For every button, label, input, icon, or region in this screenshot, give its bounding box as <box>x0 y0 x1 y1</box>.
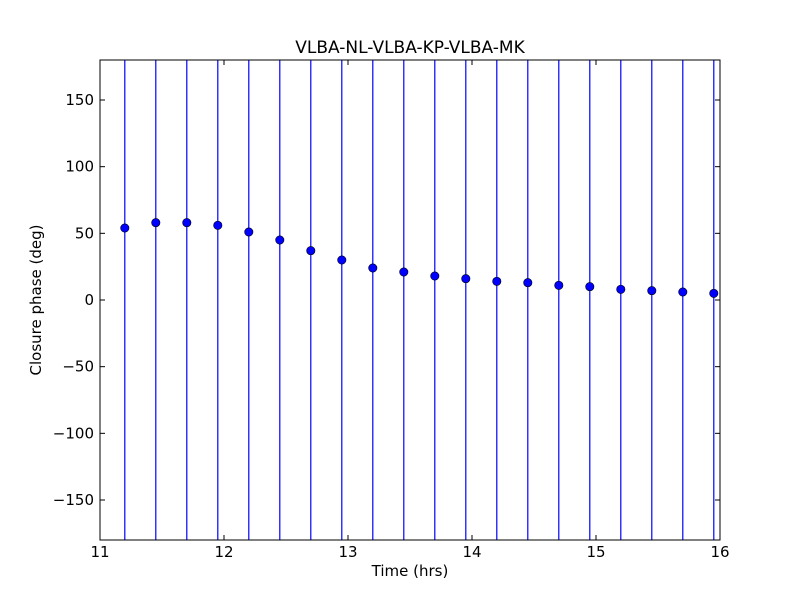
y-tick-label: 100 <box>65 158 94 176</box>
data-point <box>182 218 192 228</box>
data-point <box>709 288 719 298</box>
x-tick-label: 16 <box>710 543 729 561</box>
data-point <box>585 282 595 292</box>
y-tick-label: 0 <box>84 291 94 309</box>
data-point <box>647 286 657 296</box>
data-point <box>554 280 564 290</box>
data-point <box>120 223 130 233</box>
data-point <box>399 267 409 277</box>
data-point <box>306 246 316 256</box>
data-point <box>523 278 533 288</box>
x-tick-label: 13 <box>338 543 357 561</box>
x-tick-label: 14 <box>462 543 481 561</box>
x-tick-label: 12 <box>214 543 233 561</box>
data-point <box>616 284 626 294</box>
data-point <box>492 276 502 286</box>
x-axis-label: Time (hrs) <box>371 562 449 580</box>
y-tick-label: −50 <box>62 358 94 376</box>
axis-ticks: 11 12 13 14 15 16 150 100 50 0 −50 −100 −150 <box>53 60 730 561</box>
data-point <box>275 235 285 245</box>
y-tick-label: −100 <box>53 424 94 442</box>
data-point <box>151 218 161 228</box>
y-tick-label: 150 <box>65 91 94 109</box>
y-tick-label: 50 <box>75 224 94 242</box>
data-point <box>244 227 254 237</box>
plot-content <box>120 60 719 540</box>
data-point <box>430 271 440 281</box>
y-axis-label: Closure phase (deg) <box>27 225 45 376</box>
y-tick-label: −150 <box>53 491 94 509</box>
data-point <box>461 274 471 284</box>
data-point <box>213 220 223 230</box>
data-point <box>337 255 347 265</box>
chart-title: VLBA-NL-VLBA-KP-VLBA-MK <box>295 38 525 58</box>
data-point <box>368 263 378 273</box>
plot-frame <box>99 59 721 541</box>
x-tick-label: 11 <box>90 543 109 561</box>
data-point <box>678 287 688 297</box>
x-tick-label: 15 <box>586 543 605 561</box>
